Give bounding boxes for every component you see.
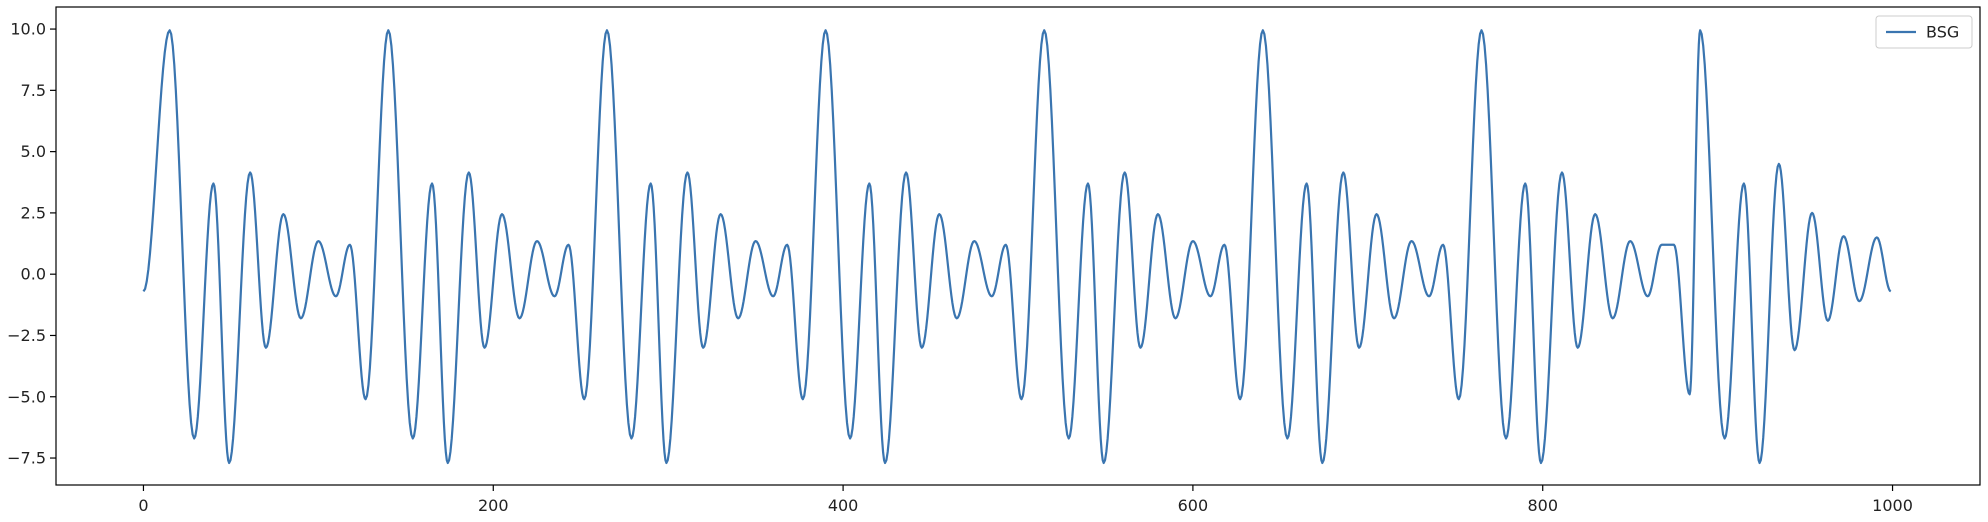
axes: 0 200 400 600 800 1000 −7.5 −5.0 −2.5 0.0 2.5 5.0 7.…	[7, 6, 1981, 515]
x-tick-label: 200	[478, 496, 509, 515]
y-tick-label: 5.0	[21, 142, 46, 161]
x-tick-label: 1000	[1872, 496, 1913, 515]
y-tick-label: −5.0	[7, 387, 46, 406]
legend: BSG	[1875, 15, 1973, 49]
series-line-bsg	[142, 29, 1892, 465]
y-tick-label: −2.5	[7, 326, 46, 345]
legend-box	[1875, 15, 1973, 49]
axes-frame	[55, 6, 1981, 486]
x-tick-label: 400	[828, 496, 859, 515]
legend-label-bsg: BSG	[1926, 23, 1959, 42]
y-tick-label: 7.5	[21, 81, 46, 100]
x-tick-label: 800	[1527, 496, 1558, 515]
y-tick-label: 10.0	[10, 20, 46, 39]
x-tick-label: 0	[138, 496, 148, 515]
plot-area	[142, 29, 1892, 465]
y-tick-label: 0.0	[21, 265, 46, 284]
y-tick-label: 2.5	[21, 203, 46, 222]
y-tick-label: −7.5	[7, 449, 46, 468]
x-tick-label: 600	[1178, 496, 1209, 515]
